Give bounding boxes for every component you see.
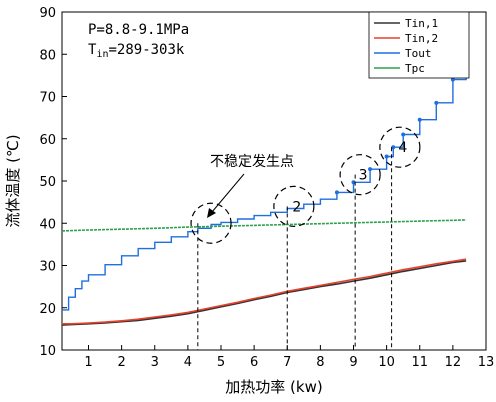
instability-point-label-2: 2 [292,199,301,215]
tout-point [417,117,422,122]
legend-label-3: Tout [405,47,432,60]
x-tick-label: 7 [283,355,291,370]
instability-point-label-4: 4 [398,140,407,156]
y-axis-title: 流体温度 (℃) [4,134,22,227]
instability-label: 不稳定发生点 [210,154,294,170]
tin-range: =289-303k [108,42,184,58]
tout-point [434,100,439,105]
legend: Tin,1 Tin,2 Tout Tpc [368,11,470,79]
series-group [61,41,469,326]
y-tick-label: 40 [39,217,56,232]
x-tick-label: 5 [217,355,225,370]
y-tick-label: 90 [39,6,56,21]
y-tick-label: 20 [39,302,56,317]
x-tick-label: 13 [478,355,495,370]
legend-label-1: Tin,1 [405,17,438,30]
tout-point [351,180,356,185]
instability-arrowhead [207,208,216,218]
instability-circle-2 [273,185,315,227]
x-tick-label: 4 [184,355,192,370]
instability-circle-3 [339,154,381,196]
x-tick-label: 3 [151,355,159,370]
x-tick-label: 8 [316,355,324,370]
x-axis-title: 加热功率 (kw) [225,378,322,396]
tout-point [368,167,373,172]
x-tick-label: 9 [349,355,357,370]
series-line-tin-1 [61,260,467,326]
tout-point [334,190,339,195]
series-line-tpc [61,219,467,232]
legend-label-4: Tpc [405,62,425,75]
instability-circle-1 [190,202,232,244]
condition-inlet-temp: Tin=289-303k [88,42,185,60]
y-tick-label: 30 [39,260,56,275]
x-tick-label: 10 [378,355,395,370]
condition-pressure: P=8.8-9.1MPa [88,22,189,38]
y-tick-label: 10 [39,344,56,359]
guides-group: 2 3 4 [190,126,421,350]
y-tick-label: 50 [39,175,56,190]
series-line-tout [62,43,467,311]
tin-subscript: in [96,49,108,60]
x-tick-label: 1 [84,355,92,370]
y-tick-label: 60 [39,133,56,148]
y-tick-label: 80 [39,48,56,63]
tout-point [401,132,406,137]
x-tick-label: 6 [250,355,258,370]
legend-label-2: Tin,2 [405,32,438,45]
annotation-group: 不稳定发生点 [207,154,294,218]
x-tick-label: 12 [445,355,462,370]
series-line-tin-2 [62,258,467,325]
tout-point [384,154,389,159]
x-tick-label: 2 [117,355,125,370]
tout-point [391,145,396,150]
tout-point [450,77,455,82]
y-tick-label: 70 [39,91,56,106]
tin-symbol: T [88,42,97,58]
instability-circle-4 [379,126,421,168]
x-tick-label: 11 [411,355,428,370]
instability-arrow [211,173,245,213]
instability-point-label-3: 3 [359,168,368,184]
